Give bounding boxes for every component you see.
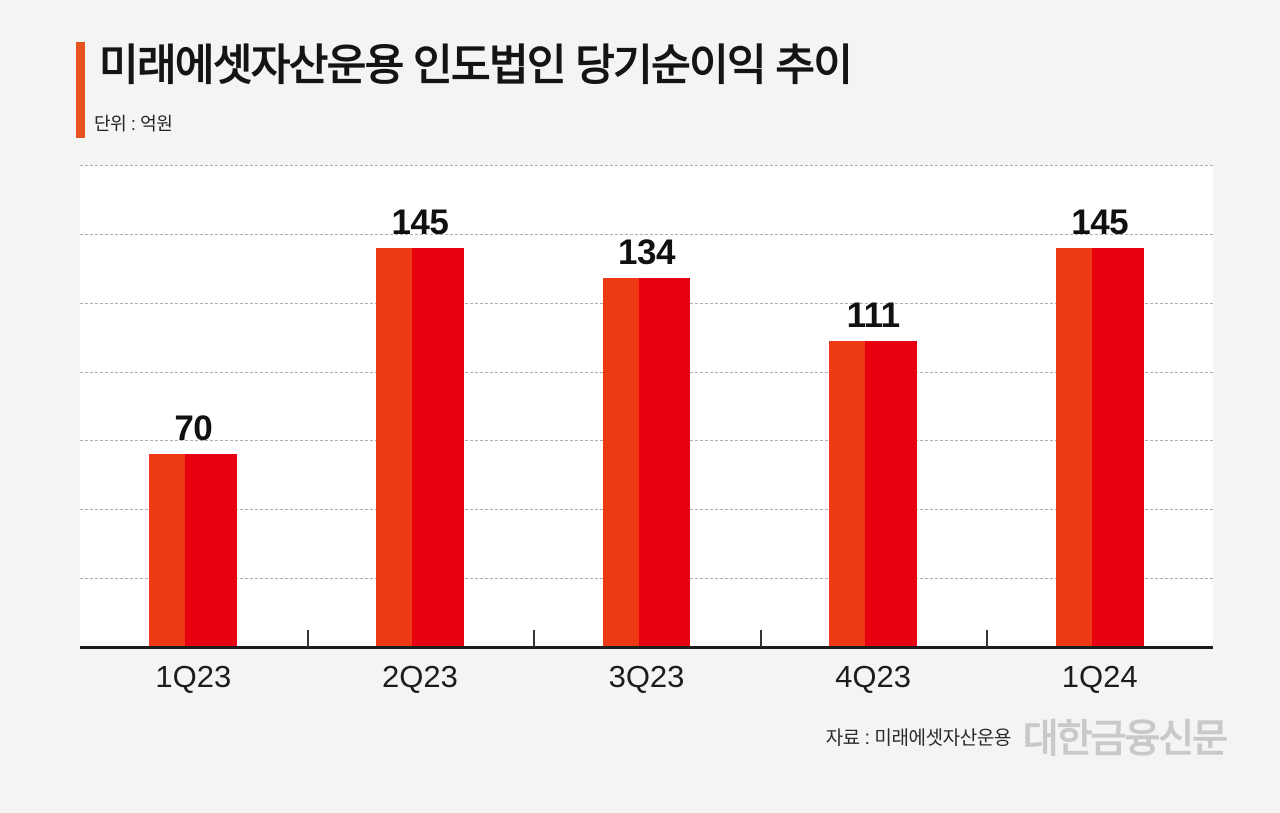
bar-segment-right bbox=[411, 247, 464, 647]
bar-segment-left bbox=[829, 341, 866, 647]
x-axis-tick-label: 2Q23 bbox=[381, 659, 458, 694]
bars-layer: 70 145 134 111 145 bbox=[80, 165, 1213, 647]
bar-segment-left bbox=[375, 247, 412, 647]
bar-segment-right bbox=[865, 341, 918, 647]
x-axis-line bbox=[80, 646, 1213, 649]
bar-value-label: 111 bbox=[846, 296, 901, 336]
chart-footer: 자료 : 미래에셋자산운용 대한금융신문 bbox=[0, 715, 1280, 775]
x-axis-tick-label: 1Q24 bbox=[1061, 659, 1138, 694]
source-note: 자료 : 미래에셋자산운용 bbox=[825, 728, 1012, 749]
bar[interactable] bbox=[149, 454, 238, 647]
bar-value-label: 134 bbox=[618, 232, 675, 272]
bar-group[interactable]: 70 bbox=[149, 165, 238, 647]
publisher-watermark: 대한금융신문 bbox=[1022, 718, 1228, 761]
bar-segment-left bbox=[602, 277, 639, 647]
bar[interactable] bbox=[375, 247, 464, 647]
bar-segment-left bbox=[1055, 247, 1092, 647]
x-axis-labels: 1Q23 2Q23 3Q23 4Q23 1Q24 bbox=[80, 655, 1213, 710]
bar-group[interactable]: 134 bbox=[602, 165, 691, 647]
x-axis-tick-label: 3Q23 bbox=[608, 659, 685, 694]
chart-unit-label: 단위 : 억원 bbox=[94, 114, 173, 134]
bar-value-label: 70 bbox=[174, 409, 213, 449]
bar-group[interactable]: 145 bbox=[1055, 165, 1144, 647]
bar-value-label: 145 bbox=[1071, 202, 1129, 242]
x-axis-tick-label: 4Q23 bbox=[835, 659, 912, 694]
bar[interactable] bbox=[602, 277, 691, 647]
bar-group[interactable]: 111 bbox=[829, 165, 918, 647]
bar-segment-left bbox=[149, 454, 186, 647]
bar-segment-right bbox=[638, 277, 691, 647]
x-axis-tick-label: 1Q23 bbox=[155, 659, 232, 694]
bar[interactable] bbox=[1055, 247, 1144, 647]
bar-group[interactable]: 145 bbox=[375, 165, 464, 647]
bar-value-label: 145 bbox=[391, 202, 449, 242]
page-title: 미래에셋자산운용 인도법인 당기순이익 추이 bbox=[99, 42, 853, 90]
bar[interactable] bbox=[829, 341, 918, 647]
bar-segment-right bbox=[1091, 247, 1144, 647]
title-accent-bar bbox=[76, 42, 85, 138]
chart-header: 미래에셋자산운용 인도법인 당기순이익 추이 단위 : 억원 bbox=[0, 0, 1280, 160]
bar-segment-right bbox=[185, 454, 238, 647]
